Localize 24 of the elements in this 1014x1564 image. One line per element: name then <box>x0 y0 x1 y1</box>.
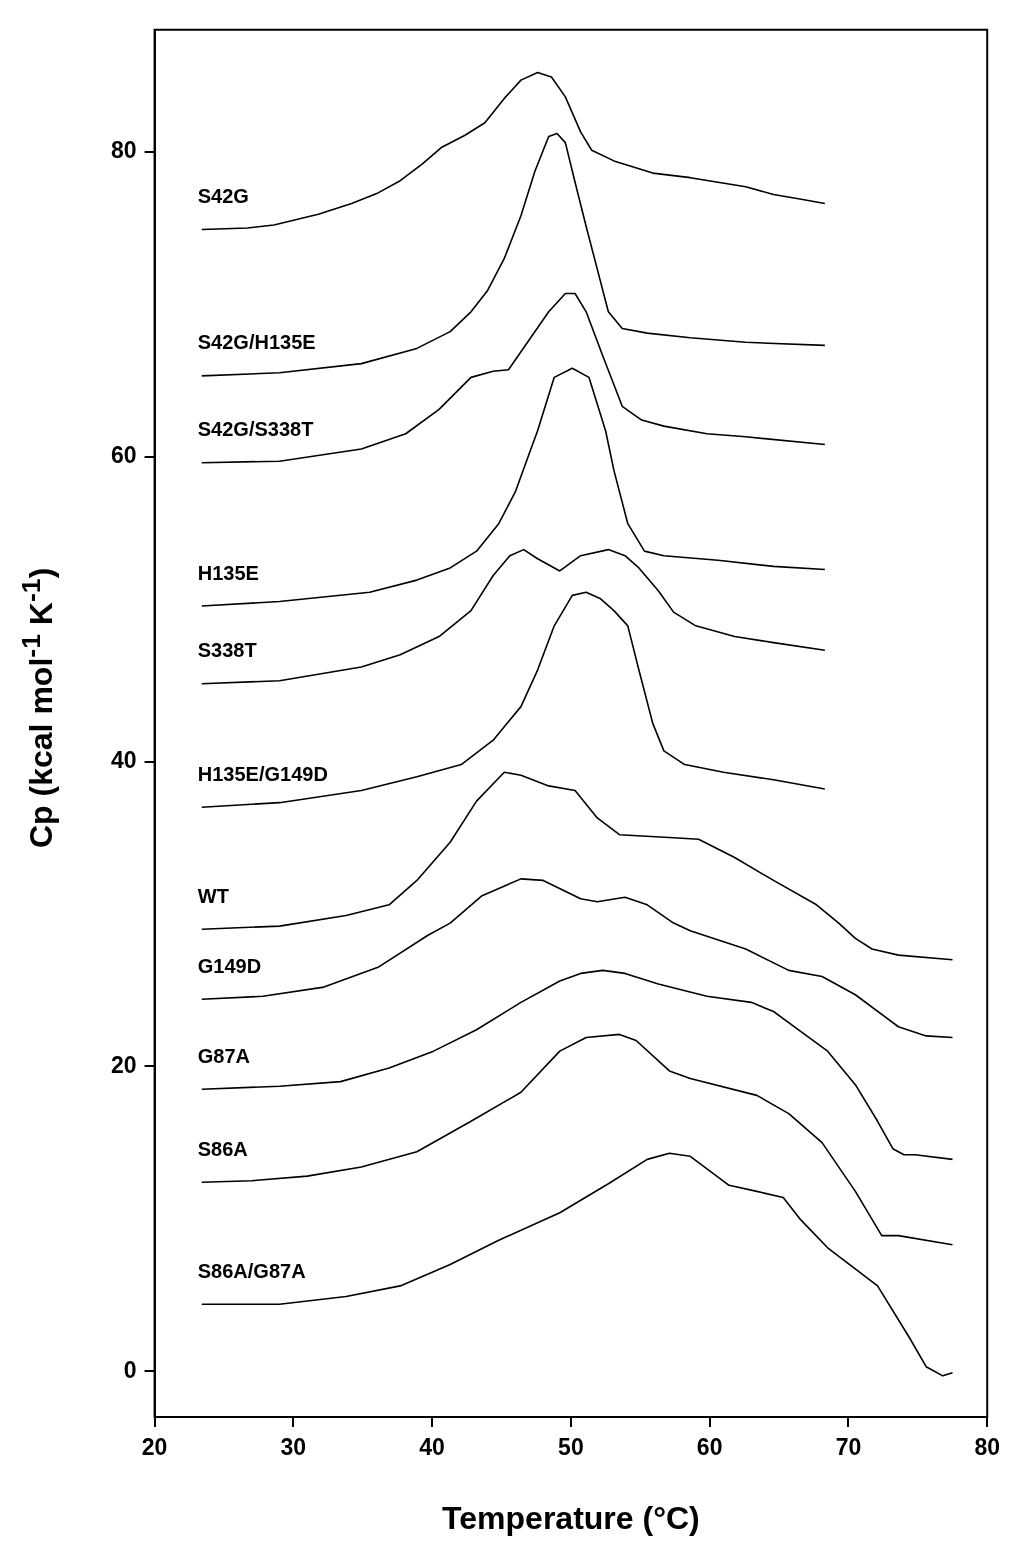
series-label: S42G/H135E <box>197 331 316 354</box>
x-tick-label: 80 <box>974 1434 1001 1461</box>
y-tick-label: 60 <box>110 441 137 468</box>
series-label: S42G/S338T <box>197 418 314 441</box>
series-label: G87A <box>197 1044 251 1067</box>
x-tick-label: 60 <box>696 1434 723 1461</box>
series-label: S338T <box>197 639 257 662</box>
x-tick-label: 50 <box>558 1434 584 1461</box>
x-tick-label: 70 <box>835 1434 862 1461</box>
series-label: S86A/G87A <box>197 1259 306 1282</box>
y-tick-label: 0 <box>123 1356 137 1383</box>
series-label: S42G <box>197 185 249 208</box>
series-label: G149D <box>197 954 262 977</box>
y-tick-label: 80 <box>110 137 137 164</box>
series-label: H135E/G149D <box>197 762 328 785</box>
y-tick-label: 20 <box>110 1051 137 1078</box>
y-tick-label: 40 <box>110 746 137 773</box>
x-tick-label: 20 <box>141 1434 168 1461</box>
series-label: H135E <box>197 561 259 584</box>
x-axis-title: Temperature (°C) <box>442 1499 700 1536</box>
x-tick-label: 40 <box>419 1434 445 1461</box>
series-label: S86A <box>197 1137 248 1160</box>
x-tick-label: 30 <box>280 1434 307 1461</box>
series-label: WT <box>197 884 229 907</box>
